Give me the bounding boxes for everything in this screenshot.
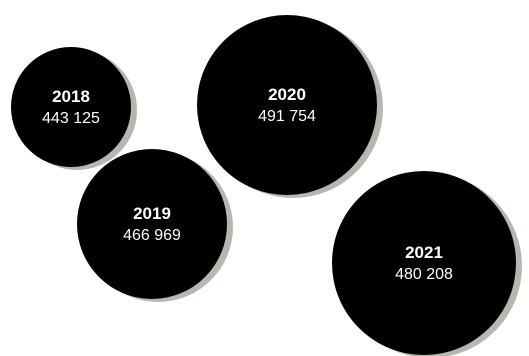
bubble-circle-2020 (197, 15, 377, 195)
bubble-value-label: 480 208 (395, 266, 453, 283)
bubble-circle-2021 (332, 171, 516, 355)
bubble-year-label: 2018 (52, 87, 90, 106)
bubble-value-label: 491 754 (258, 108, 316, 125)
bubble-value-label: 466 969 (123, 227, 181, 244)
bubble-value-label: 443 125 (42, 110, 100, 127)
bubble-year-label: 2021 (405, 243, 443, 262)
bubble-year-label: 2020 (268, 85, 306, 104)
bubble-2020: 2020 491 754 (197, 15, 383, 198)
bubble-circle-2018 (11, 47, 131, 167)
bubble-year-label: 2019 (133, 204, 171, 223)
bubble-2018: 2018 443 125 (11, 47, 137, 170)
bubble-2019: 2019 466 969 (77, 149, 233, 302)
bubble-2021: 2021 480 208 (332, 171, 522, 356)
bubble-circle-2019 (77, 149, 227, 299)
